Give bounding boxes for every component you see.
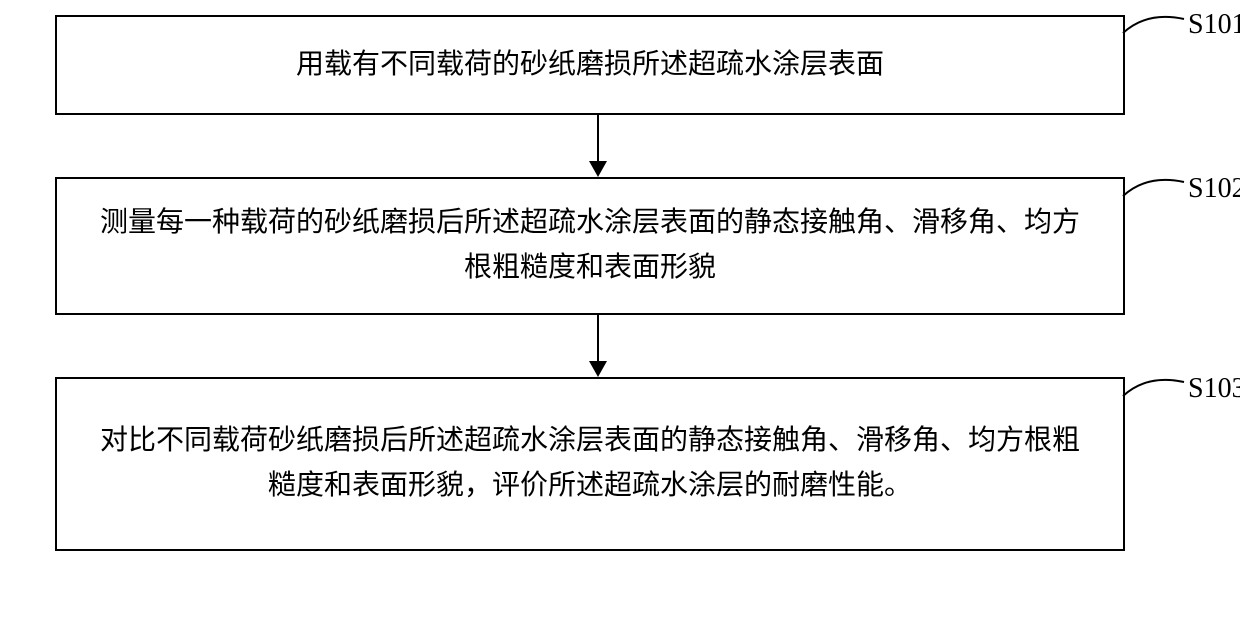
arrow-2: [55, 315, 1140, 377]
arrow-1: [55, 115, 1140, 177]
step-text-1: 用载有不同载荷的砂纸磨损所述超疏水涂层表面: [296, 43, 884, 88]
step-label-3: S103: [1188, 373, 1240, 405]
connector-2: [1109, 170, 1189, 200]
arrow-head-1: [589, 161, 607, 177]
arrow-line-2: [597, 315, 599, 363]
step-label-1: S101: [1188, 9, 1240, 41]
flowchart-container: 用载有不同载荷的砂纸磨损所述超疏水涂层表面 S101 测量每一种载荷的砂纸磨损后…: [40, 15, 1200, 551]
arrow-line-1: [597, 115, 599, 163]
connector-1: [1109, 7, 1189, 37]
step-box-3: 对比不同载荷砂纸磨损后所述超疏水涂层表面的静态接触角、滑移角、均方根粗糙度和表面…: [55, 377, 1125, 551]
step-box-1: 用载有不同载荷的砂纸磨损所述超疏水涂层表面: [55, 15, 1125, 115]
arrow-head-2: [589, 361, 607, 377]
step-box-2: 测量每一种载荷的砂纸磨损后所述超疏水涂层表面的静态接触角、滑移角、均方根粗糙度和…: [55, 177, 1125, 315]
step-label-2: S102: [1188, 173, 1240, 205]
connector-3: [1109, 370, 1189, 400]
step-text-3: 对比不同载荷砂纸磨损后所述超疏水涂层表面的静态接触角、滑移角、均方根粗糙度和表面…: [87, 419, 1093, 509]
step-text-2: 测量每一种载荷的砂纸磨损后所述超疏水涂层表面的静态接触角、滑移角、均方根粗糙度和…: [87, 201, 1093, 291]
